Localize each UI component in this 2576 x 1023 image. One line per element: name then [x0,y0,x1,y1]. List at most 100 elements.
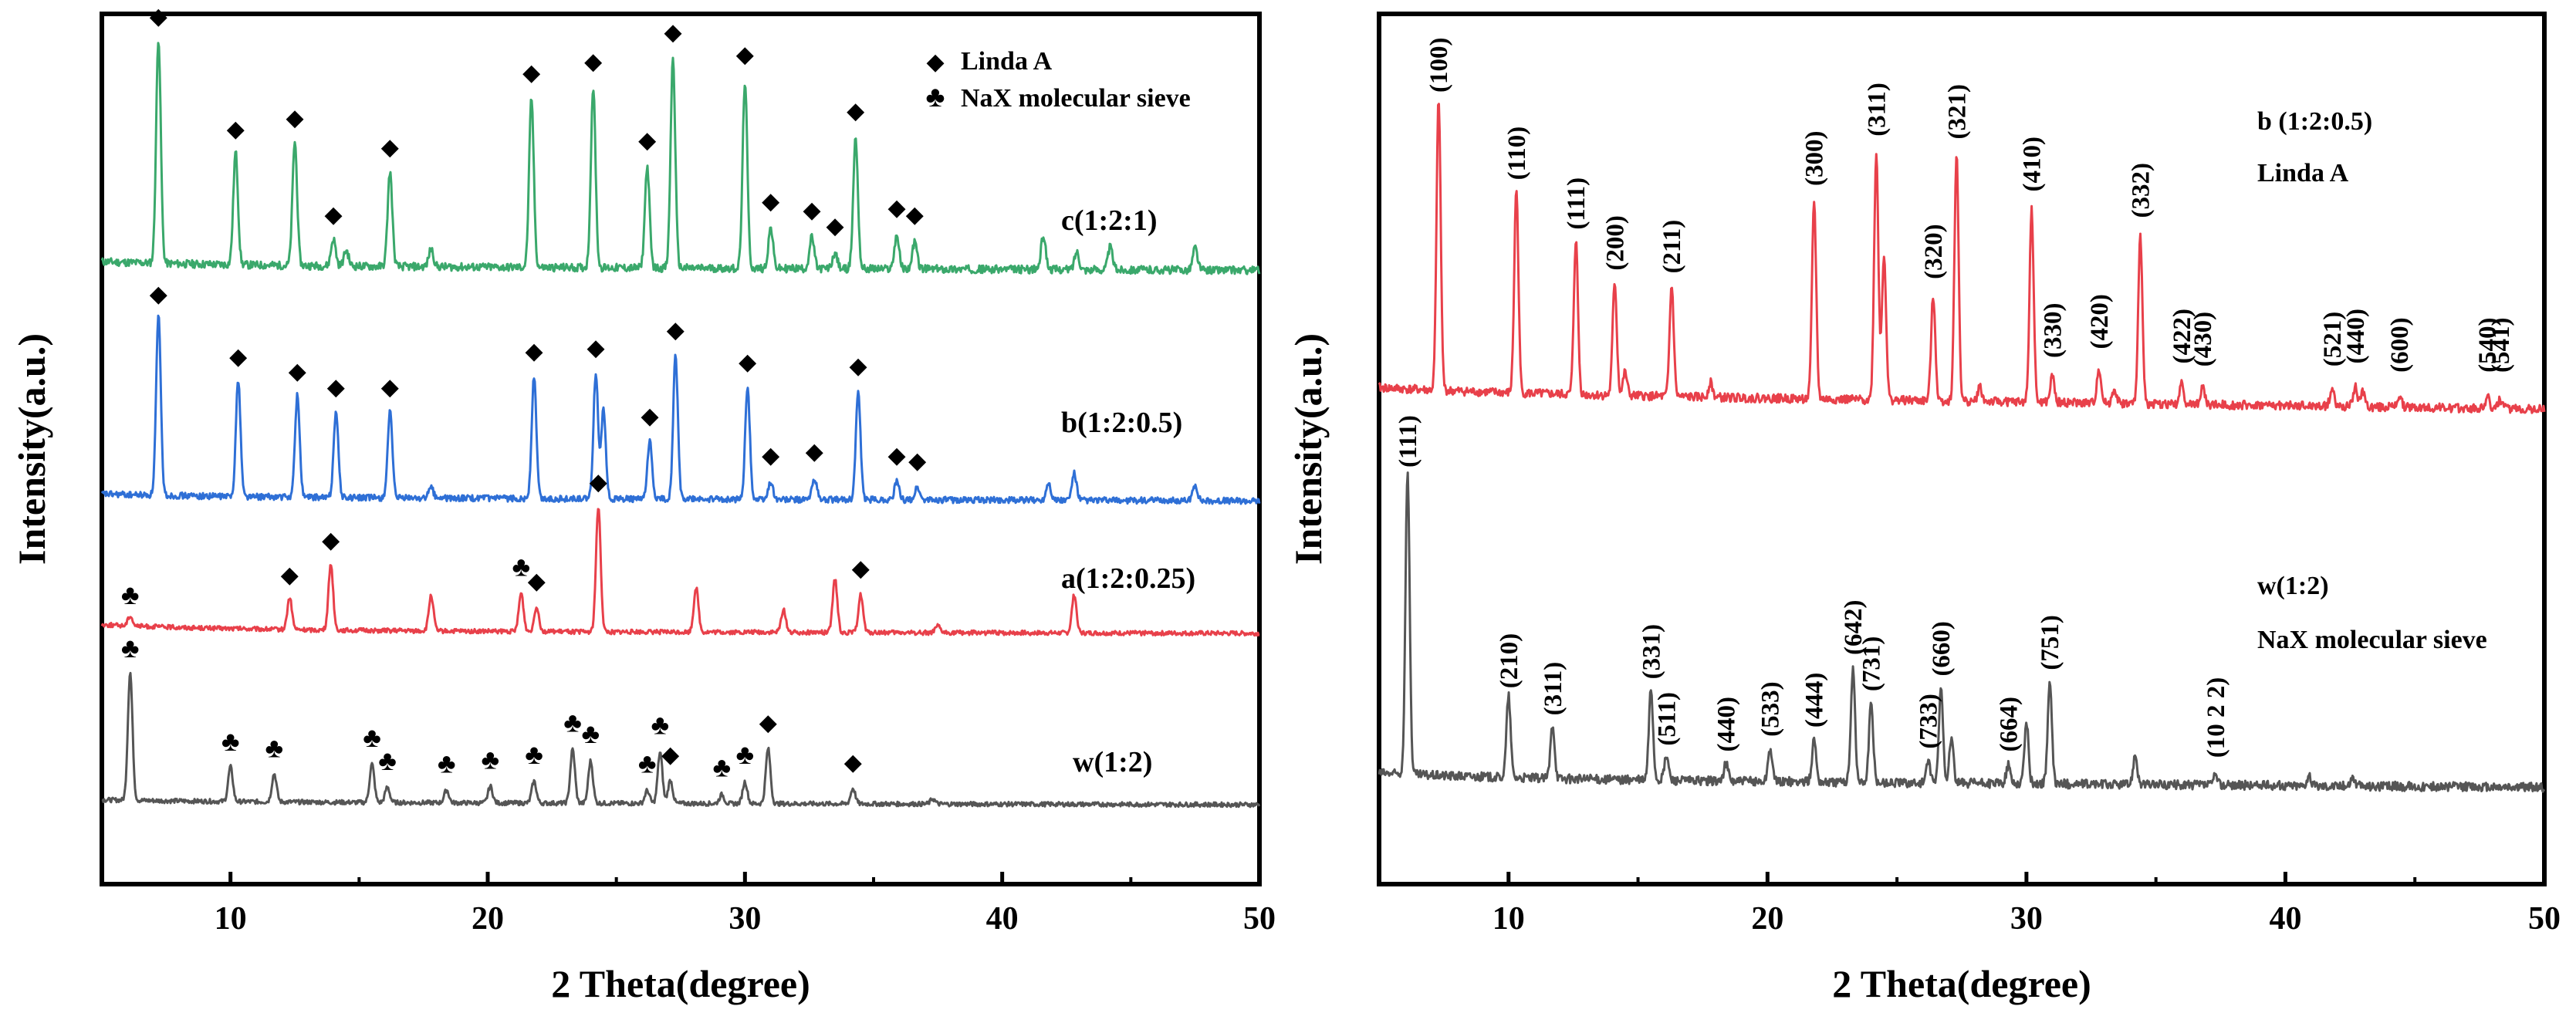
peak-marker-w-1-2-6: ♣ [482,744,500,775]
peak-index-b-1-2-0-5-3: (200) [1601,215,1629,270]
legend-label-nax-molecular-sieve: NaX molecular sieve [961,84,1191,113]
peak-index-b-1-2-0-5-5: (300) [1801,130,1829,185]
peak-index-b-1-2-0-5-2: (111) [1563,177,1591,230]
peak-index-w-1-2-10: (733) [1915,694,1942,748]
left-tick-label-40: 40 [986,901,1019,937]
peak-index-w-1-2-2: (311) [1540,662,1567,716]
peak-marker-c-1-2-1-6: ◆ [584,49,602,74]
left-peak-markers: ◆◆ ◆◆◆◆ ◆◆◆◆◆ ◆◆◆◆ ◆◆◆◆◆ ◆◆ ◆◆◆◆◆ ◆◆◆ ◆♣◆◆♣◆◆◆♣♣… [121,4,926,782]
peak-index-b-1-2-0-5-7: (320) [1920,224,1948,279]
right-y-axis-label: Intensity(a.u.) [1286,333,1330,565]
left-legend: ◆ Linda A ♣ NaX molecular sieve [926,47,1191,113]
peak-marker-w-1-2-5: ♣ [438,748,456,778]
peak-marker-c-1-2-1-5: ◆ [522,60,540,86]
right-tick-label-50: 50 [2528,901,2561,937]
peak-marker-b-1-2-0-5-12: ◆ [849,353,867,379]
peak-index-b-1-2-0-5-14: (430) [2189,312,2217,366]
right-panel: 10 20 30 40 50 (100) (110) (111) (200) (211) (300… [1286,12,2561,1005]
series-line-w-1-2 [1378,471,2546,793]
right-tick-label-20: 20 [1751,901,1783,937]
right-x-ticks: 10 20 30 40 50 [1378,872,2561,937]
peak-marker-w-1-2-8: ♣ [563,707,582,738]
series-line-w-1-2 [101,671,1261,809]
peak-marker-c-1-2-1-10: ◆ [762,188,779,214]
peak-marker-w-1-2-3: ♣ [363,722,381,753]
legend-label-linda-a: Linda A [961,47,1053,76]
right-tick-label-40: 40 [2269,901,2301,937]
left-tick-label-20: 20 [472,901,504,937]
left-x-axis-label: 2 Theta(degree) [551,962,810,1005]
right-peak-labels: (100) (110) (111) (200) (211) (300) (311) (320)… [1394,38,2515,758]
series-line-b-1-2-0-5 [1378,103,2546,414]
left-tick-label-50: 50 [1243,901,1276,937]
series-name-w-1-2: w(1:2) [2257,572,2329,600]
peak-marker-b-1-2-0-5-10: ◆ [762,443,779,468]
peak-index-w-1-2-5: (440) [1713,697,1741,751]
peak-marker-c-1-2-1-8: ◆ [664,19,681,45]
peak-index-w-1-2-6: (533) [1757,681,1785,736]
peak-index-b-1-2-0-5-6: (311) [1863,83,1891,137]
peak-marker-w-1-2-11: ♣ [651,710,670,741]
peak-marker-c-1-2-1-2: ◆ [286,105,303,130]
peak-marker-b-1-2-0-5-11: ◆ [806,439,823,464]
peak-marker-c-1-2-1-1: ◆ [227,116,245,142]
right-plot-frame [1377,12,2547,886]
peak-index-b-1-2-0-5-18: (540) [2474,317,2502,372]
peak-marker-a-1-2-0-25-1: ◆ [281,562,299,588]
series-label-a-1-2-0-25: a(1:2:0.25) [1061,562,1195,595]
peak-marker-b-1-2-0-5-4: ◆ [381,375,399,400]
peak-index-w-1-2-3: (331) [1638,624,1665,679]
peak-marker-c-1-2-1-12: ◆ [826,214,843,239]
right-x-axis-label: 2 Theta(degree) [1832,962,2091,1005]
peak-index-b-1-2-0-5-0: (100) [1425,38,1453,93]
series-phase-b-1-2-0-5: Linda A [2257,159,2349,187]
left-plot-frame [100,12,1262,886]
peak-marker-b-1-2-0-5-9: ◆ [739,349,756,375]
peak-index-w-1-2-14: (10 2 2) [2202,677,2230,758]
peak-index-b-1-2-0-5-8: (321) [1943,84,1971,139]
series-phase-w-1-2: NaX molecular sieve [2257,626,2487,654]
peak-marker-w-1-2-1: ♣ [221,726,240,757]
peak-marker-w-1-2-12: ◆ [661,742,679,768]
peak-marker-c-1-2-1-11: ◆ [803,198,820,223]
peak-marker-c-1-2-1-7: ◆ [638,128,656,154]
peak-marker-w-1-2-13: ♣ [713,751,732,782]
peak-index-w-1-2-8: (642) [1840,600,1868,655]
peak-marker-b-1-2-0-5-7: ◆ [641,403,658,429]
peak-marker-w-1-2-10: ♣ [638,748,657,778]
peak-index-b-1-2-0-5-16: (440) [2342,309,2370,363]
series-label-w-1-2: w(1:2) [1073,746,1152,778]
peak-index-b-1-2-0-5-9: (410) [2019,137,2047,191]
peak-marker-b-1-2-0-5-1: ◆ [229,344,247,370]
peak-marker-w-1-2-16: ◆ [844,750,862,775]
peak-index-w-1-2-7: (444) [1801,673,1829,728]
legend-symbol-nax-molecular-sieve: ♣ [926,81,945,113]
peak-marker-b-1-2-0-5-14: ◆ [908,448,926,474]
peak-marker-b-1-2-0-5-3: ◆ [327,375,345,400]
peak-marker-w-1-2-2: ♣ [265,732,284,763]
peak-marker-b-1-2-0-5-13: ◆ [887,443,905,468]
peak-marker-c-1-2-1-13: ◆ [847,99,864,124]
left-panel: 10 20 30 40 50 ◆◆ ◆◆◆◆ ◆◆◆◆◆ ◆◆◆◆ ◆◆◆◆◆ ◆◆ ◆◆◆◆◆ ◆◆… [10,4,1276,1005]
peak-marker-b-1-2-0-5-2: ◆ [289,359,306,384]
peak-marker-w-1-2-9: ♣ [582,718,600,749]
left-tick-label-30: 30 [729,901,761,937]
right-curves [1378,103,2546,793]
legend-symbol-linda-a: ◆ [926,49,944,75]
peak-marker-a-1-2-0-25-6: ◆ [852,556,870,582]
peak-marker-b-1-2-0-5-8: ◆ [667,317,685,343]
peak-marker-w-1-2-0: ♣ [121,633,140,663]
peak-index-w-1-2-12: (664) [1995,697,2023,751]
left-curves [100,42,1261,809]
peak-index-w-1-2-0: (111) [1394,415,1422,468]
peak-marker-b-1-2-0-5-0: ◆ [150,282,167,307]
peak-index-b-1-2-0-5-17: (600) [2386,317,2414,372]
peak-marker-a-1-2-0-25-0: ♣ [121,579,140,610]
peak-index-b-1-2-0-5-11: (420) [2086,294,2114,349]
series-label-b-1-2-0-5: b(1:2:0.5) [1061,407,1182,439]
peak-marker-b-1-2-0-5-6: ◆ [587,336,604,361]
peak-marker-w-1-2-15: ◆ [759,711,777,736]
peak-marker-c-1-2-1-15: ◆ [906,202,924,228]
peak-marker-w-1-2-7: ♣ [525,739,543,770]
